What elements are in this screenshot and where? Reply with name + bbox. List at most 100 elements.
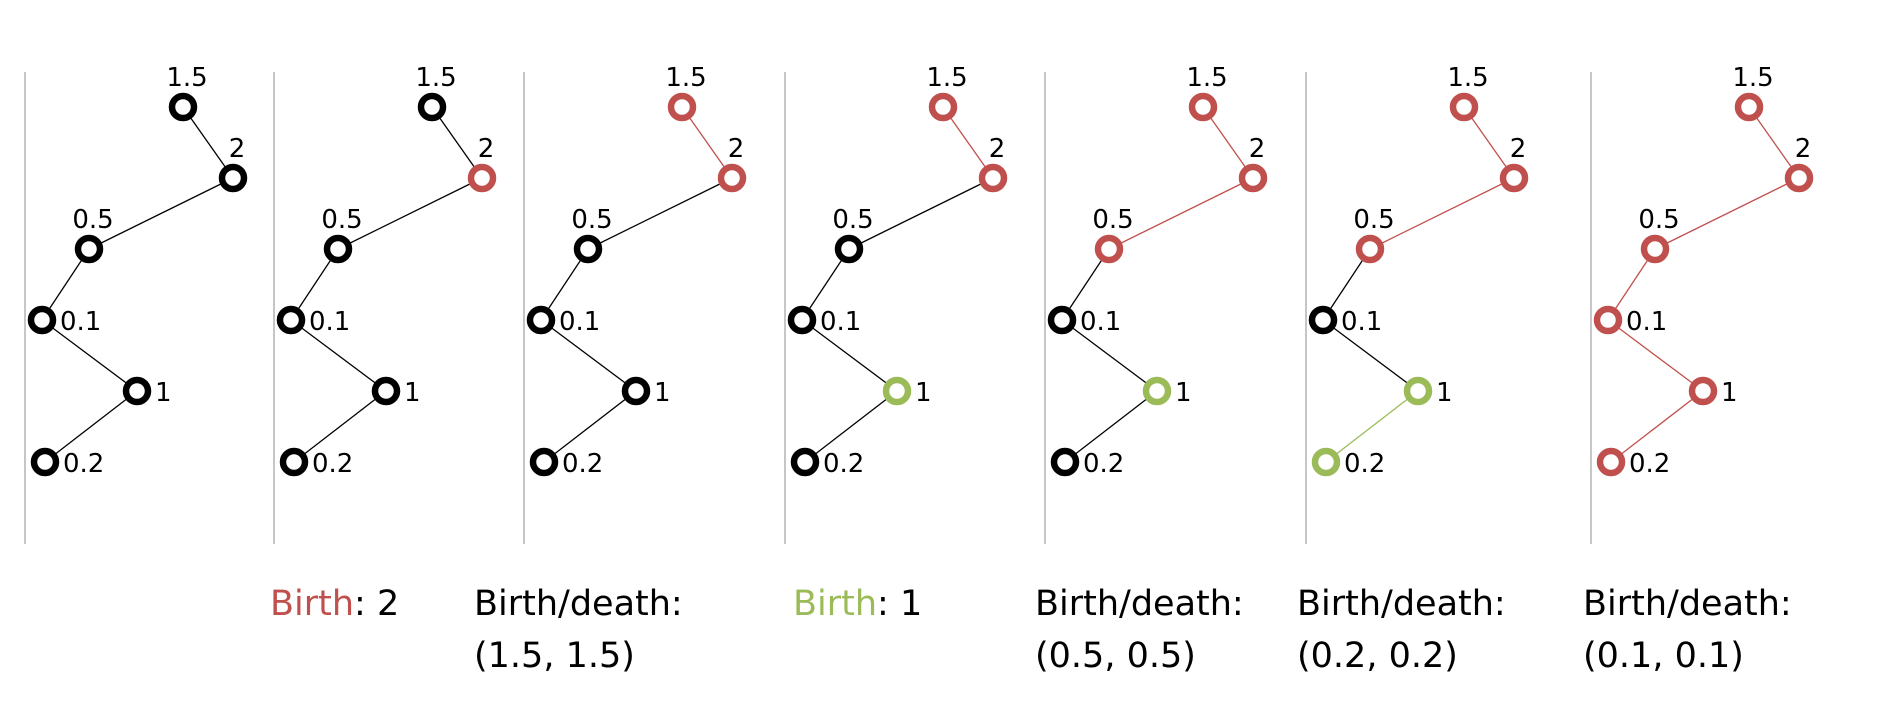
caption-panel-4: Birth: 1 bbox=[793, 578, 922, 630]
graph-edge bbox=[804, 390, 898, 463]
caption-panel-7: Birth/death: (0.1, 0.1) bbox=[1583, 578, 1792, 682]
graph-node bbox=[882, 376, 912, 406]
graph-edge bbox=[290, 319, 387, 392]
node-label: 2 bbox=[1249, 134, 1266, 164]
graph-node bbox=[1403, 376, 1433, 406]
node-label: 0.1 bbox=[60, 307, 101, 337]
graph-node bbox=[834, 234, 864, 264]
caption-birth-value: : 2 bbox=[354, 584, 400, 624]
node-label: 1.5 bbox=[665, 63, 706, 93]
graph-edge bbox=[1061, 319, 1158, 392]
graph-node bbox=[573, 234, 603, 264]
node-label: 1.5 bbox=[1732, 63, 1773, 93]
graph-node bbox=[787, 305, 817, 335]
node-label: 1 bbox=[915, 378, 932, 408]
graph-node bbox=[1688, 376, 1718, 406]
graph-node bbox=[1238, 163, 1268, 193]
graph-node bbox=[526, 305, 556, 335]
node-label: 0.1 bbox=[1080, 307, 1121, 337]
panel-3: 1.5 2 0.5 0.1 1 0.2 bbox=[523, 63, 747, 544]
node-label: 0.1 bbox=[559, 307, 600, 337]
graph-node bbox=[667, 92, 697, 122]
node-label: 1.5 bbox=[1186, 63, 1227, 93]
node-label: 1.5 bbox=[926, 63, 967, 93]
node-label: 0.5 bbox=[1353, 205, 1394, 235]
graph-node bbox=[218, 163, 248, 193]
caption-birth-value: : 1 bbox=[877, 584, 923, 624]
graph-node bbox=[417, 92, 447, 122]
node-label: 1 bbox=[1721, 378, 1738, 408]
caption-birth-word: Birth bbox=[793, 584, 878, 624]
caption-panel-6: Birth/death: (0.2, 0.2) bbox=[1297, 578, 1506, 682]
panel-1: 1.5 2 0.5 0.1 1 0.2 bbox=[24, 63, 248, 544]
graph-node bbox=[1308, 305, 1338, 335]
graph-edge bbox=[942, 106, 994, 179]
graph-edge bbox=[540, 319, 637, 392]
node-label: 0.5 bbox=[1638, 205, 1679, 235]
node-label: 2 bbox=[1510, 134, 1527, 164]
caption-line-1: Birth/death: bbox=[474, 584, 683, 624]
caption-line-2: (1.5, 1.5) bbox=[474, 636, 635, 676]
graph-edge bbox=[681, 106, 733, 179]
caption-line-1: Birth/death: bbox=[1035, 584, 1244, 624]
graph-edge bbox=[337, 177, 483, 250]
panel-5: 1.5 2 0.5 0.1 1 0.2 bbox=[1044, 63, 1268, 544]
panel-7: 1.5 2 0.5 0.1 1 0.2 bbox=[1590, 63, 1814, 544]
graph-node bbox=[1094, 234, 1124, 264]
graph-node bbox=[168, 92, 198, 122]
node-label: 0.1 bbox=[309, 307, 350, 337]
graph-edge bbox=[1654, 177, 1800, 250]
graph-edge bbox=[1325, 390, 1419, 463]
graph-node bbox=[717, 163, 747, 193]
graph-edge bbox=[801, 319, 898, 392]
graph-node bbox=[978, 163, 1008, 193]
node-label: 1 bbox=[404, 378, 421, 408]
node-label: 0.5 bbox=[1092, 205, 1133, 235]
graph-node bbox=[27, 305, 57, 335]
graph-edge bbox=[1202, 106, 1254, 179]
node-label: 1.5 bbox=[166, 63, 207, 93]
caption-line-2: (0.1, 0.1) bbox=[1583, 636, 1744, 676]
node-label: 2 bbox=[728, 134, 745, 164]
graph-node bbox=[323, 234, 353, 264]
graph-edge bbox=[88, 177, 234, 250]
graph-node bbox=[1142, 376, 1172, 406]
node-label: 0.1 bbox=[1341, 307, 1382, 337]
graph-node bbox=[1734, 92, 1764, 122]
graph-node bbox=[74, 234, 104, 264]
graph-node bbox=[1784, 163, 1814, 193]
caption-panel-2: Birth: 2 bbox=[270, 578, 399, 630]
node-label: 1 bbox=[1175, 378, 1192, 408]
graph-node bbox=[276, 305, 306, 335]
graph-node bbox=[928, 92, 958, 122]
node-label: 0.5 bbox=[571, 205, 612, 235]
node-label: 0.5 bbox=[72, 205, 113, 235]
graph-edge bbox=[41, 319, 138, 392]
node-label: 0.2 bbox=[1344, 449, 1385, 479]
graph-node bbox=[1499, 163, 1529, 193]
graph-node bbox=[1355, 234, 1385, 264]
node-label: 1 bbox=[654, 378, 671, 408]
node-label: 0.1 bbox=[820, 307, 861, 337]
graph-edge bbox=[1463, 106, 1515, 179]
graph-edge bbox=[1108, 177, 1254, 250]
panel-4: 1.5 2 0.5 0.1 1 0.2 bbox=[784, 63, 1008, 544]
node-label: 2 bbox=[229, 134, 246, 164]
graph-node bbox=[1449, 92, 1479, 122]
graph-edge bbox=[431, 106, 483, 179]
node-label: 0.2 bbox=[1629, 449, 1670, 479]
caption-line-1: Birth/death: bbox=[1583, 584, 1792, 624]
node-label: 0.2 bbox=[312, 449, 353, 479]
node-label: 0.2 bbox=[63, 449, 104, 479]
graph-edge bbox=[293, 390, 387, 463]
graph-edge bbox=[1064, 390, 1158, 463]
panel-2: 1.5 2 0.5 0.1 1 0.2 bbox=[273, 63, 497, 544]
graph-node bbox=[1640, 234, 1670, 264]
node-label: 2 bbox=[989, 134, 1006, 164]
graph-node bbox=[621, 376, 651, 406]
node-label: 0.2 bbox=[823, 449, 864, 479]
caption-line-2: (0.2, 0.2) bbox=[1297, 636, 1458, 676]
node-label: 2 bbox=[478, 134, 495, 164]
node-label: 2 bbox=[1795, 134, 1812, 164]
graph-node bbox=[1593, 305, 1623, 335]
